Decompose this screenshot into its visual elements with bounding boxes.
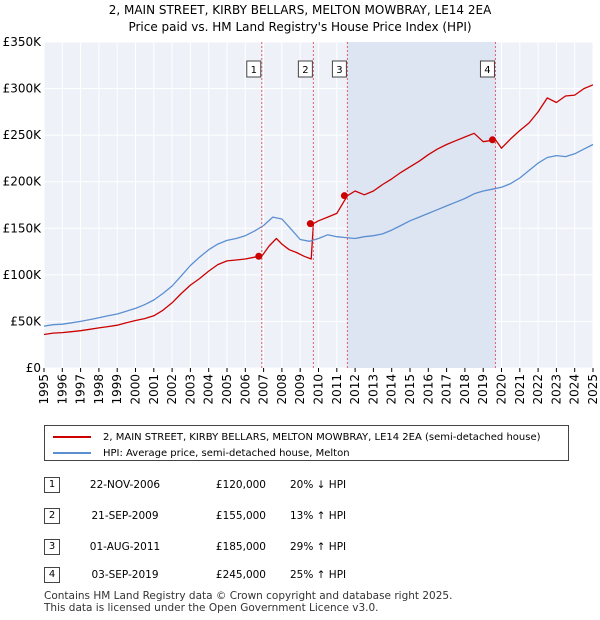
sale-point bbox=[488, 136, 496, 144]
sale-marker-box bbox=[297, 60, 313, 78]
x-tick-label: 2004 bbox=[202, 374, 216, 405]
sale-number: 3 bbox=[44, 539, 60, 555]
sale-marker-label: 1 bbox=[251, 65, 257, 76]
x-tick-label: 2011 bbox=[330, 374, 344, 405]
x-tick-label: 2009 bbox=[293, 374, 307, 405]
x-tick-label: 2010 bbox=[312, 374, 326, 405]
legend-item-property: 2, MAIN STREET, KIRBY BELLARS, MELTON MO… bbox=[53, 429, 541, 445]
legend-swatch-property bbox=[53, 436, 91, 438]
y-tick-label: £50K bbox=[10, 314, 42, 328]
x-tick-label: 1999 bbox=[110, 374, 124, 405]
sale-price: £245,000 bbox=[215, 569, 266, 581]
x-tick-label: 1996 bbox=[55, 374, 69, 405]
sale-date: 01-AUG-2011 bbox=[89, 541, 161, 553]
y-tick-label: £150K bbox=[3, 221, 43, 235]
sale-date: 21-SEP-2009 bbox=[91, 510, 159, 522]
x-tick-label: 2016 bbox=[421, 374, 435, 405]
x-tick-label: 2001 bbox=[147, 374, 161, 405]
footer: Contains HM Land Registry data © Crown c… bbox=[44, 590, 452, 614]
x-tick-label: 1995 bbox=[37, 374, 51, 405]
y-tick-label: £0 bbox=[26, 361, 41, 375]
legend-swatch-hpi bbox=[53, 452, 91, 454]
sale-markers: 1 2 3 4 bbox=[246, 42, 496, 368]
sale-number: 1 bbox=[44, 477, 60, 493]
x-tick-label: 1997 bbox=[74, 374, 88, 405]
x-axis: 1995 1996 1997 1998 1999 2000 2001 2002 2003 2004… bbox=[37, 368, 600, 405]
x-tick-label: 2024 bbox=[568, 374, 582, 405]
sale-hpi: 25% ↑ HPI bbox=[290, 569, 347, 581]
x-tick-label: 2021 bbox=[513, 374, 527, 405]
sale-hpi: 29% ↑ HPI bbox=[290, 541, 347, 553]
sale-price: £120,000 bbox=[215, 479, 266, 491]
sale-point bbox=[306, 220, 314, 228]
sale-marker-label: 4 bbox=[484, 65, 490, 76]
hpi-line bbox=[43, 143, 594, 327]
sale-hpi: 13% ↑ HPI bbox=[290, 510, 347, 522]
chart-title: 2, MAIN STREET, KIRBY BELLARS, MELTON MO… bbox=[109, 3, 492, 17]
x-tick-label: 2008 bbox=[275, 374, 289, 405]
legend-item-hpi: HPI: Average price, semi-detached house,… bbox=[53, 445, 350, 461]
x-tick-label: 2003 bbox=[183, 374, 197, 405]
legend-label-hpi: HPI: Average price, semi-detached house,… bbox=[103, 447, 350, 459]
x-tick-label: 2000 bbox=[129, 374, 143, 405]
y-tick-label: £350K bbox=[3, 35, 43, 49]
sale-date: 22-NOV-2006 bbox=[89, 479, 161, 491]
sale-date: 03-SEP-2019 bbox=[91, 569, 159, 581]
sale-marker-label: 3 bbox=[336, 65, 342, 76]
sale-point bbox=[255, 252, 263, 260]
legend-label-property: 2, MAIN STREET, KIRBY BELLARS, MELTON MO… bbox=[103, 431, 541, 443]
sale-row: 4 03-SEP-2019 £245,000 25% ↑ HPI bbox=[0, 567, 600, 589]
x-tick-label: 1998 bbox=[92, 374, 106, 405]
x-tick-label: 2019 bbox=[476, 374, 490, 405]
sale-marker-box bbox=[331, 60, 347, 78]
x-tick-label: 2012 bbox=[348, 374, 362, 405]
sale-row: 2 21-SEP-2009 £155,000 13% ↑ HPI bbox=[0, 508, 600, 530]
legend: 2, MAIN STREET, KIRBY BELLARS, MELTON MO… bbox=[44, 425, 569, 461]
y-tick-label: £200K bbox=[3, 175, 43, 189]
sale-row: 3 01-AUG-2011 £185,000 29% ↑ HPI bbox=[0, 539, 600, 561]
x-tick-label: 2025 bbox=[586, 374, 600, 405]
y-tick-label: £300K bbox=[3, 82, 43, 96]
sale-hpi: 20% ↓ HPI bbox=[290, 479, 347, 491]
sale-row: 1 22-NOV-2006 £120,000 20% ↓ HPI bbox=[0, 477, 600, 499]
grid-lines bbox=[43, 41, 594, 369]
x-tick-label: 2015 bbox=[403, 374, 417, 405]
x-tick-label: 2018 bbox=[458, 374, 472, 405]
sale-number: 2 bbox=[44, 508, 60, 524]
y-axis: £0 £50K £100K £150K £200K £250K £300K £350K bbox=[3, 35, 43, 375]
y-tick-label: £250K bbox=[3, 128, 43, 142]
property-price-line bbox=[43, 84, 594, 336]
chart-subtitle: Price paid vs. HM Land Registry's House … bbox=[128, 20, 471, 34]
x-tick-label: 2020 bbox=[495, 374, 509, 405]
x-tick-label: 2002 bbox=[165, 374, 179, 405]
sale-marker-label: 2 bbox=[302, 65, 308, 76]
x-tick-label: 2017 bbox=[440, 374, 454, 405]
x-tick-label: 2007 bbox=[257, 374, 271, 405]
x-tick-label: 2006 bbox=[238, 374, 252, 405]
price-chart: 2, MAIN STREET, KIRBY BELLARS, MELTON MO… bbox=[3, 3, 600, 405]
x-tick-label: 2022 bbox=[531, 374, 545, 405]
series-lines bbox=[43, 84, 594, 336]
sale-price: £185,000 bbox=[215, 541, 266, 553]
footer-copyright: Contains HM Land Registry data © Crown c… bbox=[44, 590, 453, 602]
x-tick-label: 2013 bbox=[366, 374, 380, 405]
footer-licence: This data is licensed under the Open Gov… bbox=[44, 602, 379, 614]
sale-shading bbox=[347, 42, 496, 368]
sale-marker-box bbox=[479, 60, 495, 78]
y-tick-label: £100K bbox=[3, 268, 43, 282]
x-tick-label: 2023 bbox=[549, 374, 563, 405]
sale-marker-box bbox=[246, 60, 262, 78]
x-tick-label: 2005 bbox=[220, 374, 234, 405]
sale-price: £155,000 bbox=[215, 510, 266, 522]
x-tick-label: 2014 bbox=[385, 374, 399, 405]
sale-number: 4 bbox=[44, 567, 60, 583]
sale-period-band bbox=[347, 42, 496, 368]
sale-point bbox=[340, 192, 348, 200]
